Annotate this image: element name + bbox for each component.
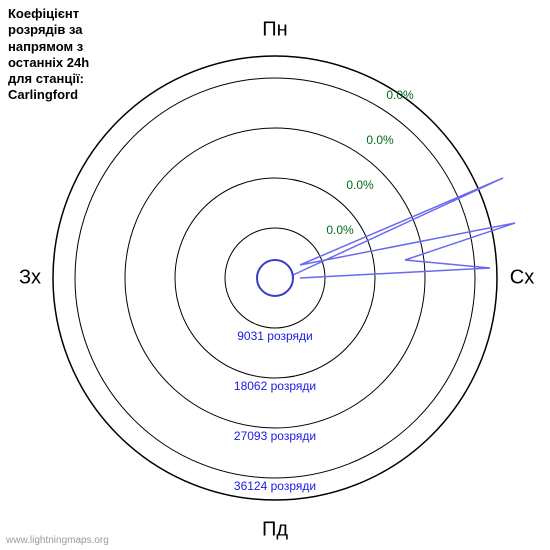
cardinal-label: Пд	[262, 518, 288, 540]
cardinal-label: Пн	[262, 18, 287, 40]
cardinal-label: Сх	[510, 266, 534, 288]
footer-credit: www.lightningmaps.org	[6, 535, 109, 546]
grid-ring	[175, 178, 375, 378]
percent-label: 0.0%	[326, 223, 354, 237]
percent-label: 0.0%	[386, 88, 414, 102]
discharge-count-label: 36124 розряди	[234, 479, 316, 493]
center-circle	[257, 260, 293, 296]
percent-label: 0.0%	[346, 178, 374, 192]
percent-label: 0.0%	[366, 133, 394, 147]
grid-ring	[75, 78, 475, 478]
polar-chart: Пн Пд Зх Сх 0.0% 0.0% 0.0% 0.0% 9031 розряди 18…	[0, 0, 550, 550]
discharge-count-label: 18062 розряди	[234, 379, 316, 393]
discharge-count-label: 9031 розряди	[237, 329, 313, 343]
cardinal-label: Зх	[19, 266, 41, 288]
discharge-count-label: 27093 розряди	[234, 429, 316, 443]
